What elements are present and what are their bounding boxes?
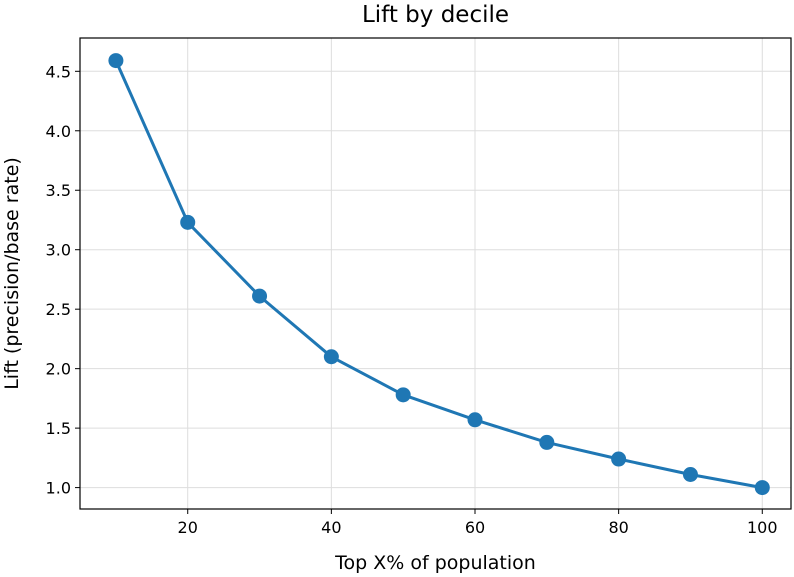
y-tick-label: 4.5	[46, 62, 71, 81]
y-axis-ticks: 1.0 1.5 2.0 2.5 3.0 3.5 4.0 4.5	[46, 62, 80, 498]
plot-area	[80, 38, 791, 509]
x-axis-label: Top X% of population	[334, 552, 536, 574]
y-tick-label: 3.0	[46, 241, 71, 260]
data-point	[252, 288, 268, 304]
data-point	[395, 387, 411, 403]
y-tick-label: 1.0	[46, 479, 71, 498]
x-tick-label: 100	[747, 518, 778, 537]
chart-title: Lift by decile	[362, 2, 509, 28]
series-line	[114, 59, 763, 490]
x-tick-label: 20	[178, 518, 198, 537]
grid-lines	[80, 38, 791, 509]
y-tick-label: 2.5	[46, 300, 71, 319]
plot-frame	[79, 37, 792, 510]
series-layer	[108, 53, 770, 496]
data-point	[611, 451, 627, 467]
x-tick-label: 80	[608, 518, 628, 537]
data-point	[539, 434, 555, 450]
x-tick-label: 60	[465, 518, 485, 537]
x-tick-label: 40	[321, 518, 341, 537]
data-point	[180, 214, 196, 230]
data-point	[754, 480, 770, 496]
data-point	[108, 53, 124, 69]
y-axis-label: Lift (precision/base rate)	[1, 157, 23, 390]
data-point	[323, 349, 339, 365]
y-tick-label: 1.5	[46, 419, 71, 438]
data-point	[682, 467, 698, 483]
data-point	[467, 412, 483, 428]
x-axis-ticks: 20 40 60 80 100	[178, 509, 778, 537]
y-tick-label: 2.0	[46, 360, 71, 379]
y-tick-label: 3.5	[46, 181, 71, 200]
y-tick-label: 4.0	[46, 122, 71, 141]
